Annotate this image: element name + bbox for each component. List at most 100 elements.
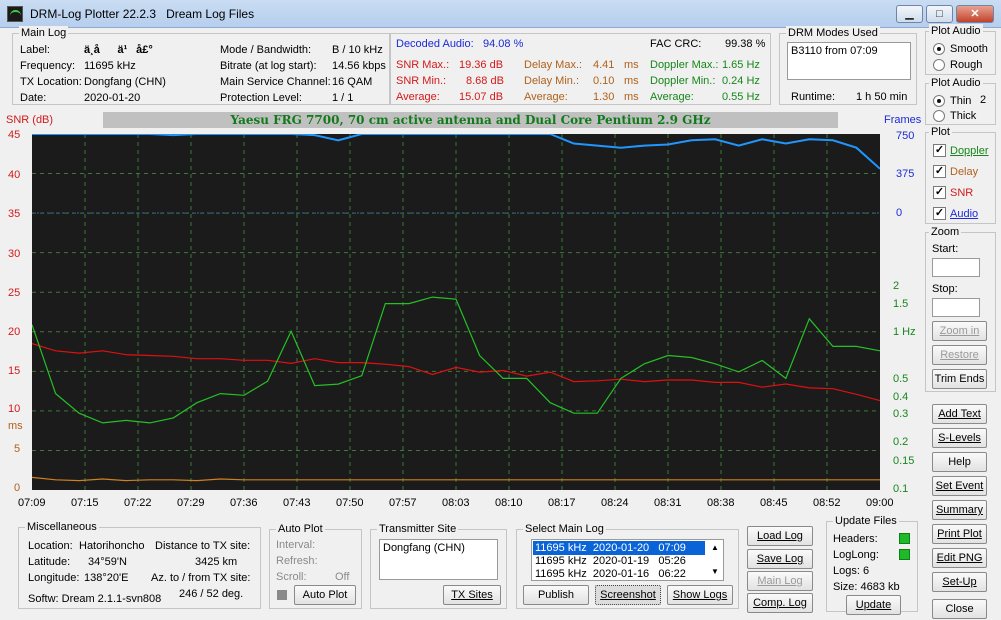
app-icon	[7, 6, 23, 22]
rough-radio[interactable]	[933, 59, 945, 71]
runtime-value: 1 h 50 min	[856, 91, 908, 103]
plot-options-group: Plot ✓ Doppler ✓ Delay ✓ SNR ✓ Audio	[925, 125, 996, 224]
transmitter-site-list[interactable]: Dongfang (CHN)	[379, 539, 498, 580]
latitude-key: Latitude:	[28, 556, 71, 568]
software-version: Softw: Dream 2.1.1-svn808	[28, 593, 162, 605]
stats-group: Decoded Audio: 94.08 % FAC CRC: 99.38 % …	[390, 33, 771, 105]
hz-tick: 1.5	[893, 298, 909, 310]
doppler-checkbox[interactable]: ✓	[933, 144, 946, 157]
frames-axis-label: Frames	[884, 114, 922, 126]
set-event-button[interactable]: Set Event	[932, 476, 987, 496]
drm-modes-list[interactable]: B3110 from 07:09	[787, 42, 911, 80]
x-tick-label: 08:52	[813, 497, 841, 509]
maximize-button[interactable]: □	[926, 5, 953, 23]
snr-min-key: SNR Min.:	[396, 75, 447, 87]
drm-modes-group: DRM Modes Used B3110 from 07:09 Runtime:…	[779, 26, 917, 105]
fac-crc-value: 99.38 %	[725, 38, 766, 50]
delay-min-key: Delay Min.:	[524, 75, 580, 87]
auto-plot-group: Auto Plot Interval: Refresh: Scroll: Off…	[269, 522, 362, 609]
label-key: Label:	[20, 44, 50, 56]
auto-plot-indicator	[277, 590, 287, 600]
refresh-label: Refresh:	[276, 555, 318, 567]
size-label: Size: 4683 kb	[833, 581, 900, 593]
log-list-item[interactable]: 11695 kHz 2020-01-20 07:09	[535, 542, 686, 554]
screenshot-button[interactable]: Screenshot	[595, 585, 661, 605]
transmitter-site-title: Transmitter Site	[377, 522, 459, 536]
restore-button[interactable]: Restore	[932, 345, 987, 365]
x-tick-label: 08:03	[442, 497, 470, 509]
zoom-stop-input[interactable]	[932, 298, 980, 317]
publish-button[interactable]: Publish	[523, 585, 589, 605]
thin-radio[interactable]	[933, 95, 945, 107]
thick-label: Thick	[950, 110, 977, 122]
decoded-audio-value: 94.08 %	[483, 38, 524, 50]
main-log-list[interactable]: 11695 kHz 2020-01-20 07:09 11695 kHz 202…	[531, 539, 724, 581]
headers-status-led	[899, 533, 910, 544]
select-main-log-group: Select Main Log 11695 kHz 2020-01-20 07:…	[516, 522, 739, 609]
distance-value: 3425 km	[195, 556, 238, 568]
trim-ends-button[interactable]: Trim Ends	[932, 369, 987, 389]
tx-location-value: Dongfang (CHN)	[84, 76, 166, 88]
main-log-title: Main Log	[19, 26, 69, 40]
x-tick-label: 08:24	[601, 497, 629, 509]
close-window-button[interactable]: ✕	[956, 5, 994, 23]
minimize-button[interactable]: ▁	[896, 5, 923, 23]
show-logs-button[interactable]: Show Logs	[667, 585, 733, 605]
thick-radio[interactable]	[933, 110, 945, 122]
x-tick-label: 07:57	[389, 497, 417, 509]
smooth-radio[interactable]	[933, 43, 945, 55]
auto-plot-button[interactable]: Auto Plot	[294, 585, 356, 605]
delay-checkbox[interactable]: ✓	[933, 165, 946, 178]
save-log-button[interactable]: Save Log	[747, 549, 813, 569]
scroll-value: Off	[335, 571, 350, 583]
x-tick-label: 07:22	[124, 497, 152, 509]
snr-checkbox[interactable]: ✓	[933, 186, 946, 199]
ms-axis-label: ms	[8, 420, 23, 432]
edit-png-button[interactable]: Edit PNG	[932, 548, 987, 568]
drm-modes-title: DRM Modes Used	[786, 26, 880, 40]
doppler-min-value: 0.24 Hz	[722, 75, 760, 87]
rough-label: Rough	[950, 59, 983, 71]
set-up-button[interactable]: Set-Up	[932, 572, 987, 592]
snr-axis-label: SNR (dB)	[6, 114, 54, 126]
chart-title-banner: Yaesu FRG 7700, 70 cm active antenna and…	[103, 112, 838, 128]
scroll-down-icon[interactable]: ▼	[711, 567, 719, 576]
main-log-button[interactable]: Main Log	[747, 571, 813, 591]
line-width-value[interactable]: 2	[980, 94, 987, 106]
zoom-in-button[interactable]: Zoom in	[932, 321, 987, 341]
plot-audio-group: Plot Audio Smooth Rough	[925, 24, 996, 75]
snr-tick: 15	[8, 365, 21, 377]
plot-options-title: Plot	[929, 125, 952, 139]
hz-tick: 0.4	[893, 391, 909, 403]
add-text-button[interactable]: Add Text	[932, 404, 987, 424]
summary-button[interactable]: Summary	[932, 500, 987, 520]
fac-crc-key: FAC CRC:	[650, 38, 702, 50]
help-button[interactable]: Help	[932, 452, 987, 472]
comp-log-button[interactable]: Comp. Log	[747, 593, 813, 613]
delay-avg-unit: ms	[624, 91, 639, 103]
audio-checkbox[interactable]: ✓	[933, 207, 946, 220]
update-button[interactable]: Update	[846, 595, 901, 615]
log-list-item[interactable]: 11695 kHz 2020-01-16 06:22	[535, 568, 686, 580]
snr-tick: 35	[8, 208, 21, 220]
tx-sites-button[interactable]: TX Sites	[443, 585, 501, 605]
label-value: ä¸­åä¹å£°	[84, 44, 153, 56]
plot-area[interactable]	[31, 133, 881, 490]
load-log-button[interactable]: Load Log	[747, 526, 813, 546]
distance-key: Distance to TX site:	[155, 540, 251, 552]
window-title: DRM-Log Plotter 22.2.3 Dream Log Files	[30, 7, 255, 21]
s-levels-button[interactable]: S-Levels	[932, 428, 987, 448]
doppler-max-value: 1.65 Hz	[722, 59, 760, 71]
x-tick-label: 07:09	[18, 497, 46, 509]
snr-tick: 10	[8, 403, 21, 415]
print-plot-button[interactable]: Print Plot	[932, 524, 987, 544]
zoom-title: Zoom	[929, 225, 962, 239]
snr-tick: 20	[8, 326, 21, 338]
log-list-item[interactable]: 11695 kHz 2020-01-19 05:26	[535, 555, 686, 567]
delay-max-value: 4.41	[593, 59, 615, 71]
zoom-start-input[interactable]	[932, 258, 980, 277]
azimuth-value: 246 / 52 deg.	[179, 588, 244, 600]
scroll-up-icon[interactable]: ▲	[711, 543, 719, 552]
selected-row-highlight	[533, 541, 705, 555]
close-button[interactable]: Close	[932, 599, 987, 619]
